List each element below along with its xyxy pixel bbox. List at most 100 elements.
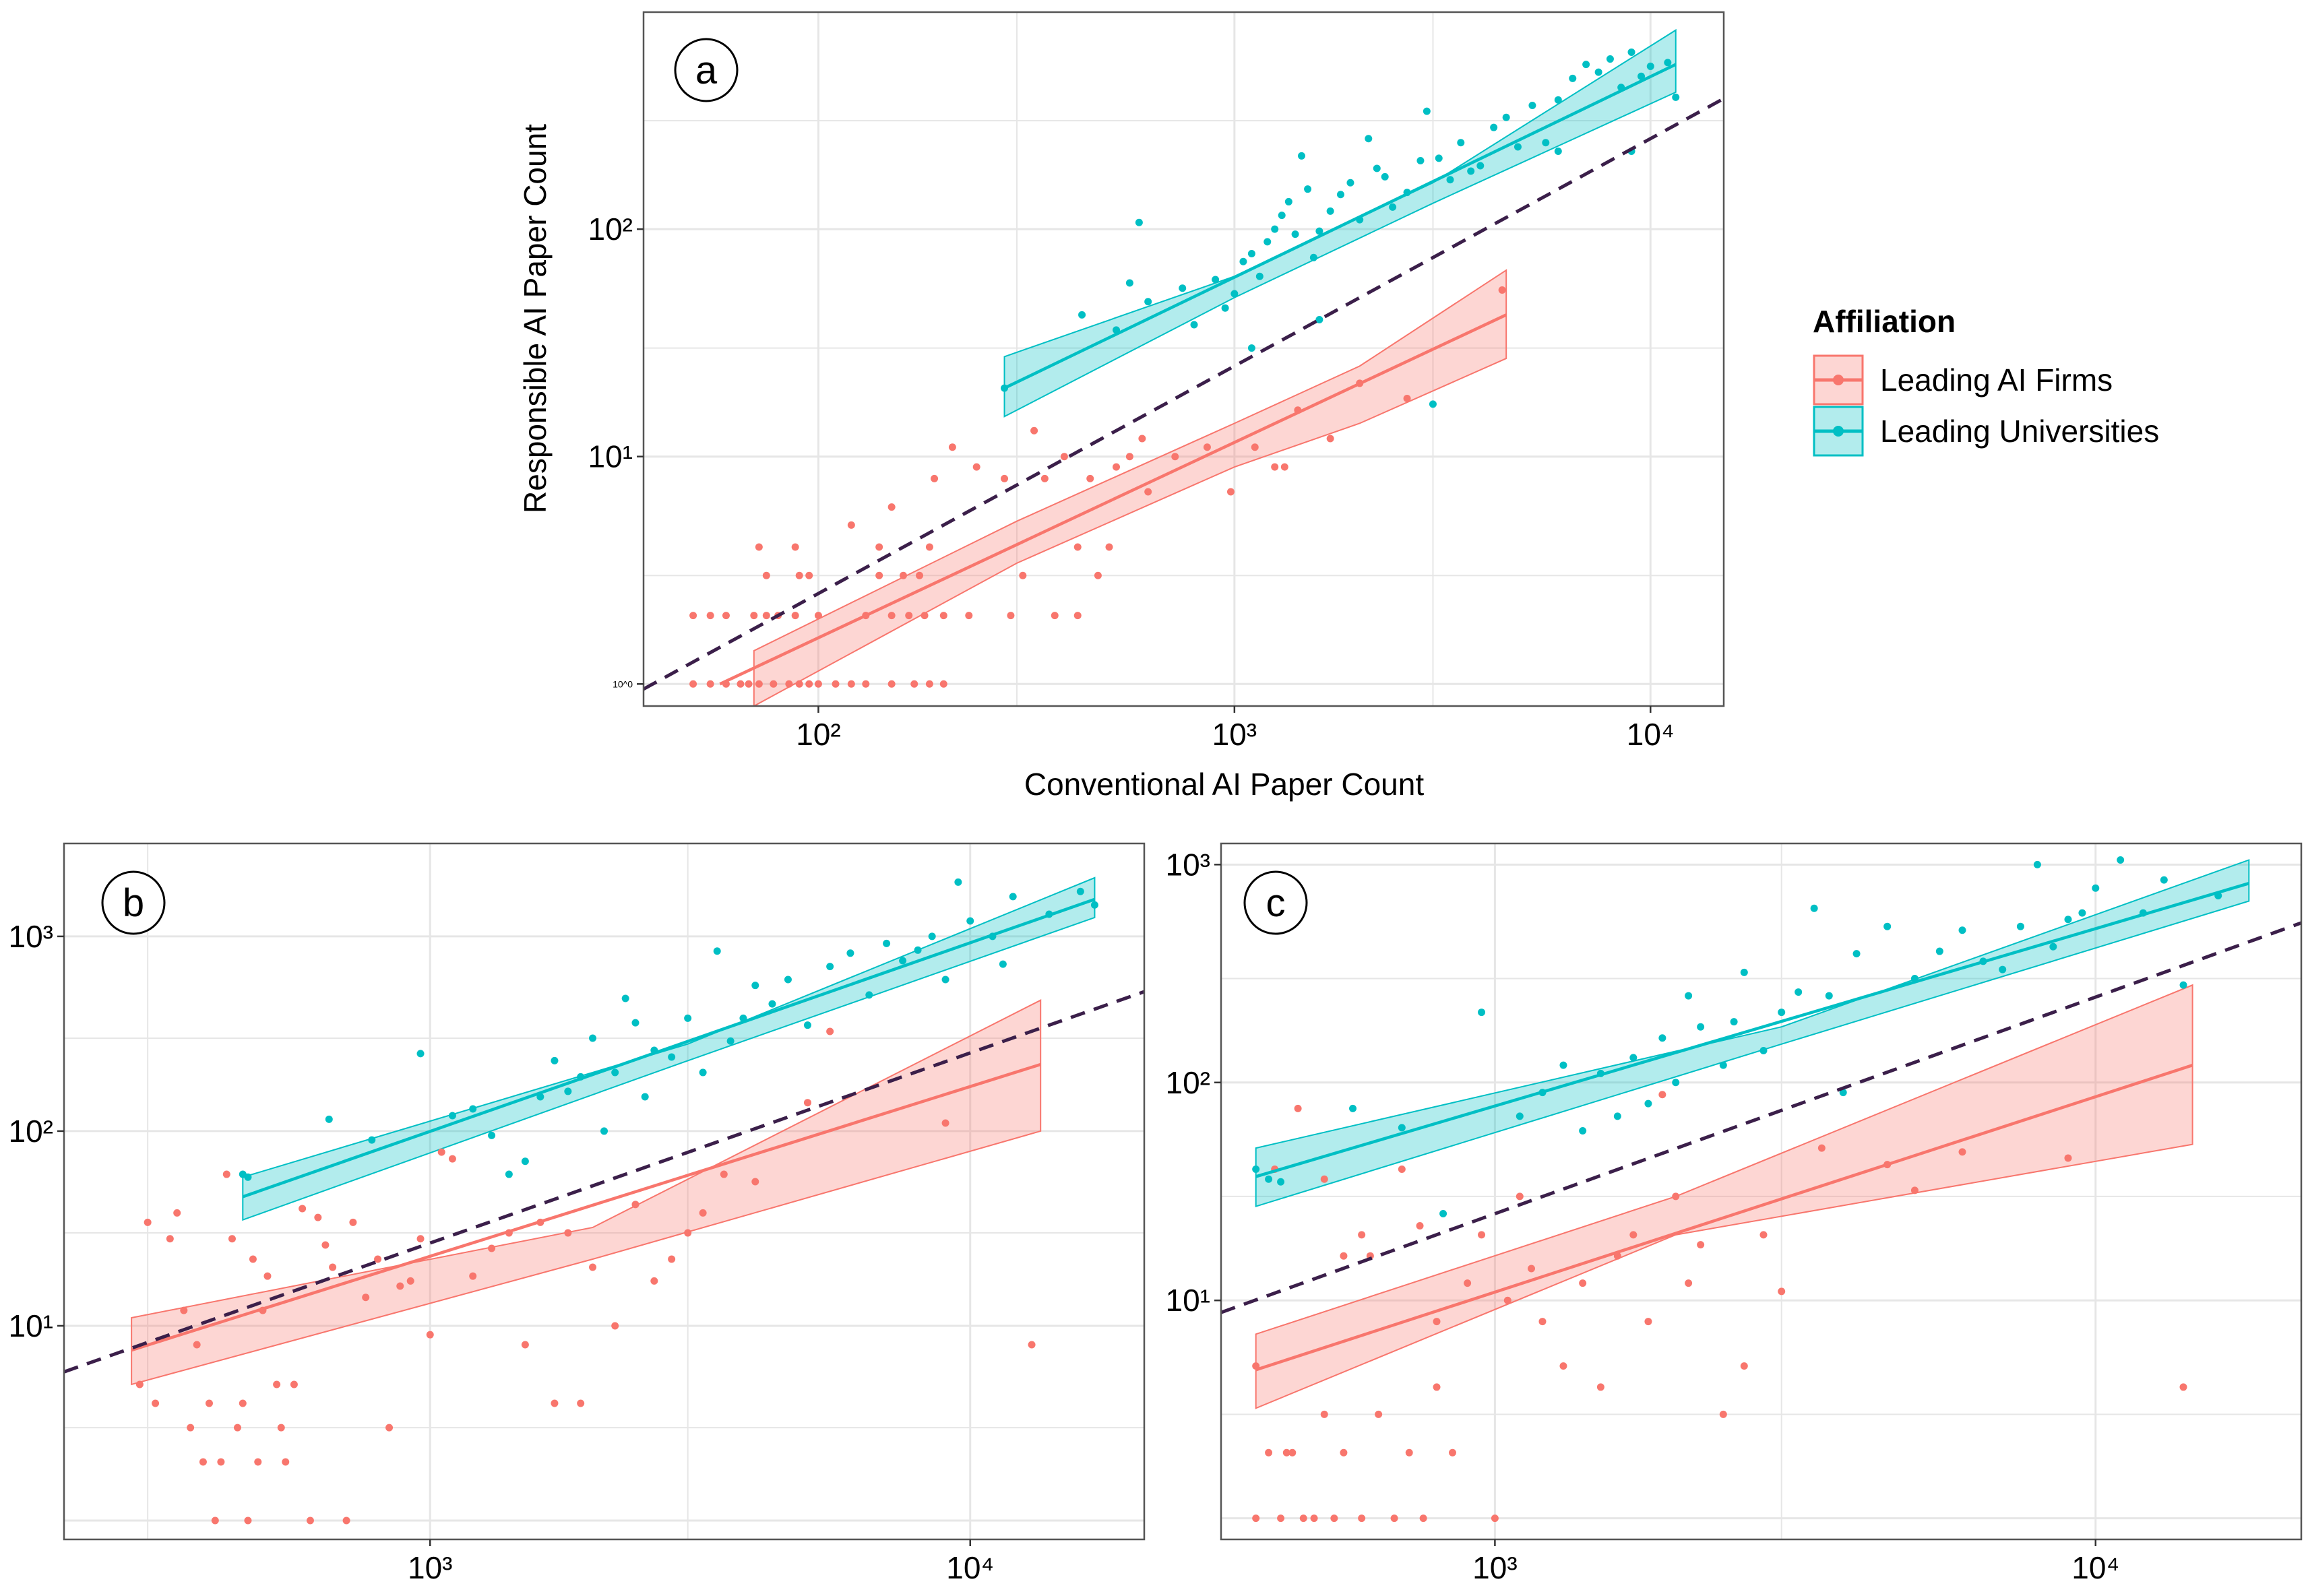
- firms-point: [1252, 1514, 1260, 1523]
- universities-point: [2078, 909, 2086, 917]
- firms-point: [805, 680, 813, 688]
- universities-point: [1076, 887, 1084, 895]
- legend-title: Affiliation: [1813, 304, 1956, 339]
- universities-point: [1221, 304, 1229, 312]
- firms-point: [948, 443, 956, 451]
- universities-point: [1883, 922, 1892, 930]
- firms-point: [199, 1458, 207, 1466]
- panel-label: c: [1266, 881, 1286, 925]
- universities-point: [966, 917, 974, 925]
- firms-point: [1416, 1221, 1424, 1230]
- universities-confidence-band: [1255, 859, 2250, 1208]
- y-tick-label: 10²: [9, 1114, 53, 1149]
- plot-area: [1221, 843, 2301, 1539]
- firms-point: [887, 680, 896, 688]
- universities-fit-line: [1003, 63, 1677, 390]
- firms-point: [1538, 1318, 1547, 1326]
- firms-point: [791, 612, 799, 620]
- firms-point: [1271, 463, 1279, 471]
- panel-label-circle: [101, 870, 166, 935]
- firms-point: [899, 571, 907, 579]
- y-tick-label: 10²: [1166, 1065, 1210, 1100]
- firms-point: [180, 1306, 188, 1314]
- firms-point: [1105, 543, 1113, 551]
- universities-point: [1336, 191, 1344, 199]
- universities-point: [1613, 1112, 1621, 1120]
- firms-point: [1433, 1383, 1441, 1391]
- firms-point: [249, 1255, 257, 1263]
- universities-point: [1542, 139, 1550, 147]
- universities-point: [699, 1068, 707, 1077]
- firms-point: [342, 1517, 350, 1525]
- universities-point: [641, 1093, 649, 1101]
- firms-point: [1478, 1231, 1486, 1239]
- universities-point: [1190, 321, 1198, 329]
- plot-area: [644, 12, 1724, 706]
- firms-point: [1403, 395, 1411, 403]
- firms-point: [426, 1331, 434, 1339]
- firms-point: [469, 1272, 477, 1280]
- universities-point: [1457, 139, 1465, 147]
- firms-point: [750, 612, 758, 620]
- y-axis-title: Responsible AI Paper Count: [518, 124, 553, 513]
- universities-point: [1439, 1210, 1447, 1218]
- firms-point: [1644, 1318, 1652, 1326]
- reference-dashed-line: [64, 990, 1144, 1374]
- firms-point: [1672, 1192, 1680, 1201]
- legend-key-universities-dot: [1833, 426, 1844, 437]
- universities-point: [564, 1087, 572, 1095]
- y-tick-label: 10¹: [1166, 1283, 1210, 1318]
- universities-point: [999, 960, 1007, 968]
- universities-point: [1429, 400, 1437, 408]
- firms-point: [448, 1155, 456, 1163]
- firms-point: [925, 680, 933, 688]
- firms-point: [1282, 1448, 1290, 1457]
- y-tick-label: 10³: [9, 919, 53, 954]
- firms-point: [1094, 571, 1102, 579]
- firms-point: [1375, 1410, 1383, 1418]
- firms-point: [1030, 426, 1038, 435]
- x-tick-label: 10³: [1472, 1550, 1517, 1585]
- firms-fit-line: [131, 1062, 1041, 1352]
- universities-point: [1664, 59, 1672, 67]
- universities-point: [1514, 143, 1522, 151]
- universities-point: [1009, 893, 1017, 901]
- firms-point: [1326, 435, 1334, 443]
- legend-key-firms-dot: [1833, 375, 1844, 385]
- firms-point: [314, 1213, 322, 1221]
- firms-point: [887, 612, 896, 620]
- universities-point: [2179, 981, 2187, 989]
- universities-point: [1265, 1175, 1273, 1183]
- firms-point: [1405, 1448, 1413, 1457]
- firms-point: [2179, 1383, 2187, 1391]
- x-tick-label: 10³: [408, 1550, 452, 1585]
- firms-point: [805, 571, 813, 579]
- universities-point: [1672, 1079, 1680, 1087]
- firms-point: [875, 543, 883, 551]
- universities-point: [1935, 947, 1943, 955]
- universities-point: [1239, 257, 1247, 265]
- universities-point: [488, 1131, 496, 1139]
- firms-point: [1001, 474, 1009, 482]
- universities-point: [1398, 1124, 1406, 1132]
- universities-point: [1416, 157, 1425, 165]
- firms-point: [1251, 443, 1259, 451]
- universities-point: [899, 957, 907, 965]
- firms-point: [611, 1322, 619, 1330]
- universities-point: [1759, 1047, 1768, 1055]
- firms-point: [1719, 1410, 1727, 1418]
- universities-point: [1579, 1127, 1587, 1135]
- universities-point: [521, 1157, 529, 1166]
- firms-point: [135, 1380, 144, 1388]
- firms-point: [228, 1235, 236, 1243]
- universities-point: [1326, 207, 1334, 215]
- firms-point: [751, 1178, 759, 1186]
- universities-point: [1825, 992, 1833, 1000]
- universities-point: [1247, 250, 1255, 258]
- firms-point: [762, 571, 770, 579]
- firms-point: [1498, 286, 1506, 294]
- firms-point: [1265, 1448, 1273, 1457]
- firms-point: [1294, 1104, 1302, 1112]
- firms-point: [329, 1263, 337, 1271]
